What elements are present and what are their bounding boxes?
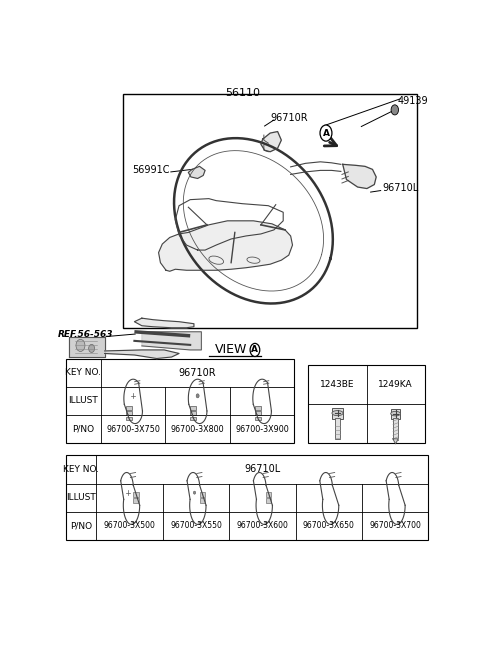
- Text: 96710L: 96710L: [244, 464, 280, 474]
- Bar: [255, 406, 261, 410]
- Text: ILLUST: ILLUST: [68, 396, 98, 405]
- Bar: [66, 455, 428, 540]
- Text: KEY NO.: KEY NO.: [63, 465, 99, 474]
- Polygon shape: [142, 332, 202, 350]
- Text: 56110: 56110: [225, 88, 260, 98]
- Polygon shape: [105, 350, 179, 358]
- Bar: [255, 417, 261, 420]
- Bar: [126, 417, 132, 420]
- Bar: [66, 358, 294, 443]
- Text: P/NO: P/NO: [72, 424, 94, 434]
- Circle shape: [196, 394, 199, 398]
- Bar: [133, 498, 139, 503]
- Circle shape: [250, 343, 260, 356]
- Text: 96710R: 96710R: [270, 113, 308, 123]
- Polygon shape: [188, 166, 205, 178]
- Bar: [255, 411, 261, 415]
- Bar: [133, 492, 139, 496]
- Bar: [332, 407, 343, 419]
- Polygon shape: [343, 164, 376, 189]
- Text: P/NO: P/NO: [70, 521, 92, 531]
- Text: 96700-3X600: 96700-3X600: [237, 521, 288, 531]
- Text: KEY NO.: KEY NO.: [65, 368, 101, 377]
- Text: 96700-3X750: 96700-3X750: [106, 424, 160, 434]
- Circle shape: [193, 491, 196, 494]
- Text: 96710L: 96710L: [382, 183, 419, 193]
- Text: 96700-3X550: 96700-3X550: [170, 521, 222, 531]
- Bar: [190, 411, 196, 415]
- Text: 1243BE: 1243BE: [320, 380, 355, 389]
- Polygon shape: [158, 221, 292, 271]
- Text: VIEW: VIEW: [215, 343, 247, 356]
- Bar: [200, 498, 205, 503]
- Bar: [391, 409, 400, 419]
- Text: 1249KA: 1249KA: [378, 380, 413, 389]
- Circle shape: [89, 345, 95, 352]
- Ellipse shape: [391, 411, 400, 416]
- Text: 96710R: 96710R: [179, 367, 216, 378]
- Text: 49139: 49139: [398, 96, 429, 106]
- Text: 56991C: 56991C: [132, 166, 170, 176]
- Text: REF.56-563: REF.56-563: [58, 330, 113, 339]
- Bar: [266, 492, 271, 496]
- Bar: [126, 411, 132, 415]
- Polygon shape: [69, 337, 105, 357]
- Text: 96700-3X500: 96700-3X500: [104, 521, 156, 531]
- Bar: [123, 94, 417, 328]
- Text: 96700-3X650: 96700-3X650: [303, 521, 355, 531]
- Bar: [266, 498, 271, 503]
- Ellipse shape: [332, 411, 343, 416]
- Circle shape: [391, 105, 398, 115]
- Text: 96700-3X900: 96700-3X900: [235, 424, 289, 434]
- Text: A: A: [323, 128, 329, 138]
- Circle shape: [76, 339, 85, 352]
- Polygon shape: [261, 132, 281, 152]
- Polygon shape: [134, 318, 194, 328]
- Bar: [335, 418, 340, 439]
- Text: ILLUST: ILLUST: [66, 493, 96, 502]
- Bar: [190, 417, 196, 420]
- Text: 96700-3X800: 96700-3X800: [171, 424, 225, 434]
- Text: 96700-3X700: 96700-3X700: [369, 521, 421, 531]
- Bar: [190, 406, 196, 410]
- Polygon shape: [393, 439, 398, 444]
- Text: A: A: [252, 345, 258, 354]
- Bar: [200, 492, 205, 496]
- Bar: [309, 365, 424, 443]
- Bar: [393, 418, 398, 440]
- Bar: [126, 406, 132, 410]
- Circle shape: [320, 125, 332, 141]
